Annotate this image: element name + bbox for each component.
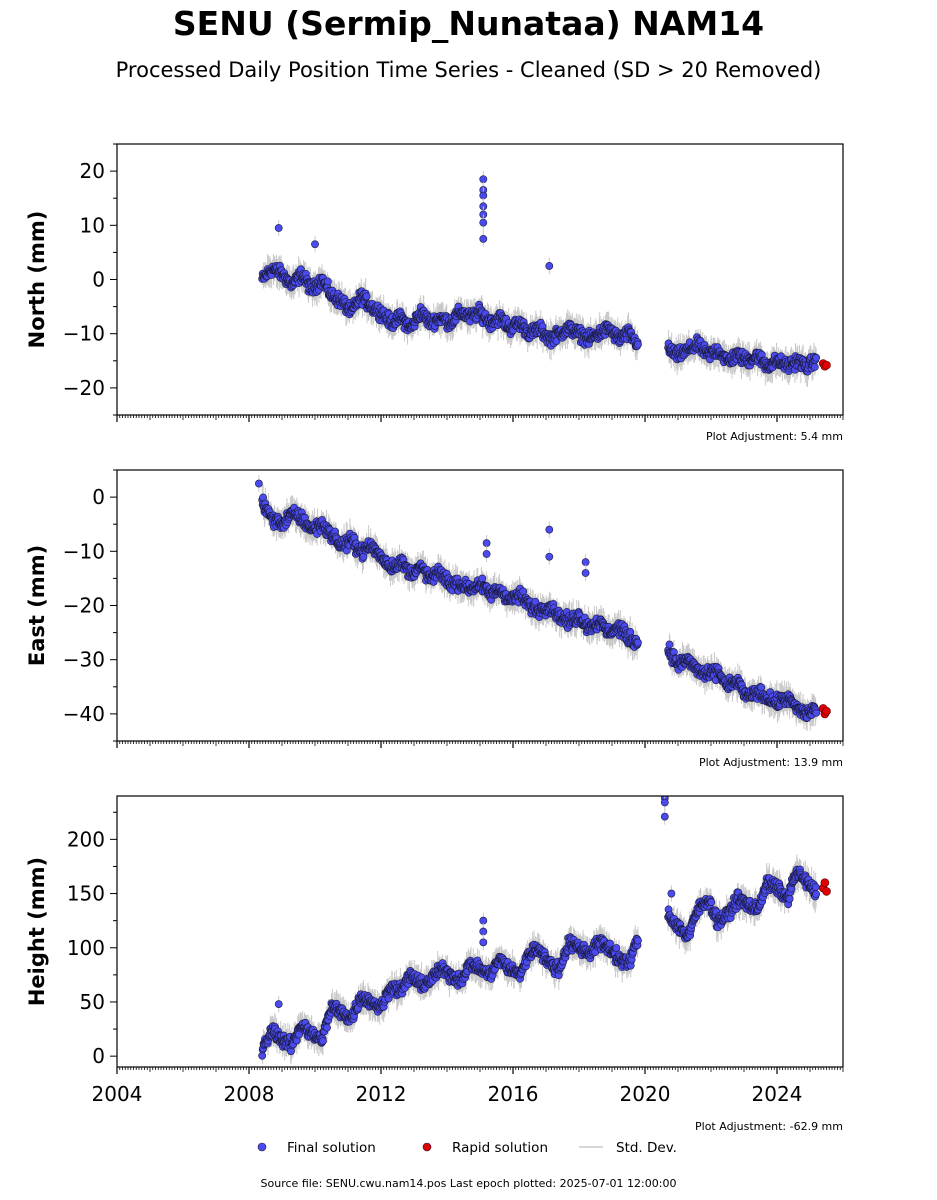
legend-final-swatch	[257, 1142, 267, 1152]
chart-subtitle: Processed Daily Position Time Series - C…	[115, 58, 822, 82]
height-outlier-points	[274, 796, 676, 1013]
y-tick-label: 50	[80, 990, 105, 1014]
east-plot-adjustment: Plot Adjustment: 13.9 mm	[699, 756, 843, 769]
outlier-point	[254, 479, 263, 488]
outlier-point	[581, 558, 590, 567]
chart-title: SENU (Sermip_Nunataa) NAM14	[172, 4, 765, 43]
east-outlier-points	[254, 475, 590, 582]
y-tick-label: 0	[92, 268, 105, 292]
outlier-point	[479, 191, 488, 200]
outlier-point	[479, 218, 488, 227]
north-final-points	[258, 261, 821, 376]
outlier-point	[274, 224, 283, 232]
north-rapid-points	[818, 359, 831, 371]
y-tick-label: 100	[67, 936, 105, 960]
east-rapid-points	[818, 704, 831, 719]
north-plot-adjustment: Plot Adjustment: 5.4 mm	[706, 430, 843, 443]
north-outlier-points	[274, 171, 554, 275]
y-tick-label: 0	[92, 1044, 105, 1068]
y-tick-label: 200	[67, 827, 105, 851]
outlier-point	[479, 927, 488, 936]
y-tick-label: 20	[80, 159, 105, 183]
rapid-point	[822, 706, 831, 716]
y-tick-label: 150	[67, 882, 105, 906]
outlier-point	[667, 889, 676, 898]
outlier-point	[545, 525, 554, 534]
outlier-point	[545, 262, 554, 270]
y-tick-label: −40	[63, 702, 105, 726]
y-tick-label: −10	[63, 539, 105, 563]
north-y-axis: −20 −10 0 10 20 North (mm)	[25, 143, 117, 416]
x-tick-label: 2012	[356, 1082, 407, 1106]
source-file-caption: Source file: SENU.cwu.nam14.pos Last epo…	[260, 1177, 677, 1190]
east-panel: −40 −30 −20 −10 0 East (mm) Plot Adjustment: 1…	[25, 469, 844, 769]
rapid-point	[822, 887, 831, 896]
rapid-point	[822, 360, 831, 370]
outlier-point	[274, 1000, 283, 1009]
y-tick-label: −10	[63, 322, 105, 346]
x-tick-label: 2008	[224, 1082, 275, 1106]
height-y-axis: 0 50 100 150 200 Height (mm)	[25, 811, 117, 1068]
outlier-point	[660, 798, 669, 807]
height-plot-area	[258, 796, 831, 1065]
height-final-points	[258, 865, 821, 1060]
y-tick-label: 0	[92, 485, 105, 509]
east-y-axis-label: East (mm)	[25, 545, 49, 666]
height-y-axis-label: Height (mm)	[25, 857, 49, 1006]
height-plot-adjustment: Plot Adjustment: -62.9 mm	[695, 1120, 843, 1133]
east-axes-frame	[116, 469, 844, 742]
north-axes-frame	[116, 143, 844, 416]
rapid-point	[820, 878, 830, 888]
north-x-axis	[116, 415, 844, 422]
x-tick-label: 2004	[92, 1082, 143, 1106]
outlier-point	[311, 240, 319, 249]
east-final-points	[258, 493, 821, 723]
height-rapid-points	[818, 878, 831, 896]
legend-label: Rapid solution	[452, 1140, 548, 1156]
legend-rapid-swatch	[422, 1142, 432, 1152]
y-tick-label: 10	[80, 213, 105, 237]
outlier-point	[545, 552, 554, 561]
north-plot-area	[258, 171, 831, 387]
outlier-point	[479, 938, 488, 947]
east-y-axis: −40 −30 −20 −10 0 East (mm)	[25, 469, 117, 742]
legend-label: Final solution	[287, 1140, 376, 1156]
outlier-point	[479, 175, 488, 184]
east-x-axis	[116, 741, 844, 748]
height-x-axis: 2004 2008 2012 2016 2020 2024	[92, 1067, 844, 1106]
y-tick-label: −20	[63, 376, 105, 400]
y-tick-label: −30	[63, 648, 105, 672]
x-tick-label: 2020	[620, 1082, 671, 1106]
north-panel: −20 −10 0 10 20 North (mm) Plot Adjustment: 5.…	[25, 143, 844, 443]
outlier-point	[482, 550, 491, 558]
legend: Final solution Rapid solution Std. Dev.	[257, 1140, 677, 1156]
y-tick-label: −20	[63, 594, 105, 618]
outlier-point	[660, 812, 669, 821]
north-y-axis-label: North (mm)	[25, 211, 49, 349]
x-tick-label: 2024	[752, 1082, 803, 1106]
x-tick-label: 2016	[488, 1082, 539, 1106]
legend-label: Std. Dev.	[616, 1140, 677, 1156]
outlier-point	[482, 539, 491, 548]
outlier-point	[581, 569, 590, 577]
outlier-point	[479, 234, 488, 243]
east-plot-area	[254, 475, 831, 731]
outlier-point	[479, 916, 488, 925]
